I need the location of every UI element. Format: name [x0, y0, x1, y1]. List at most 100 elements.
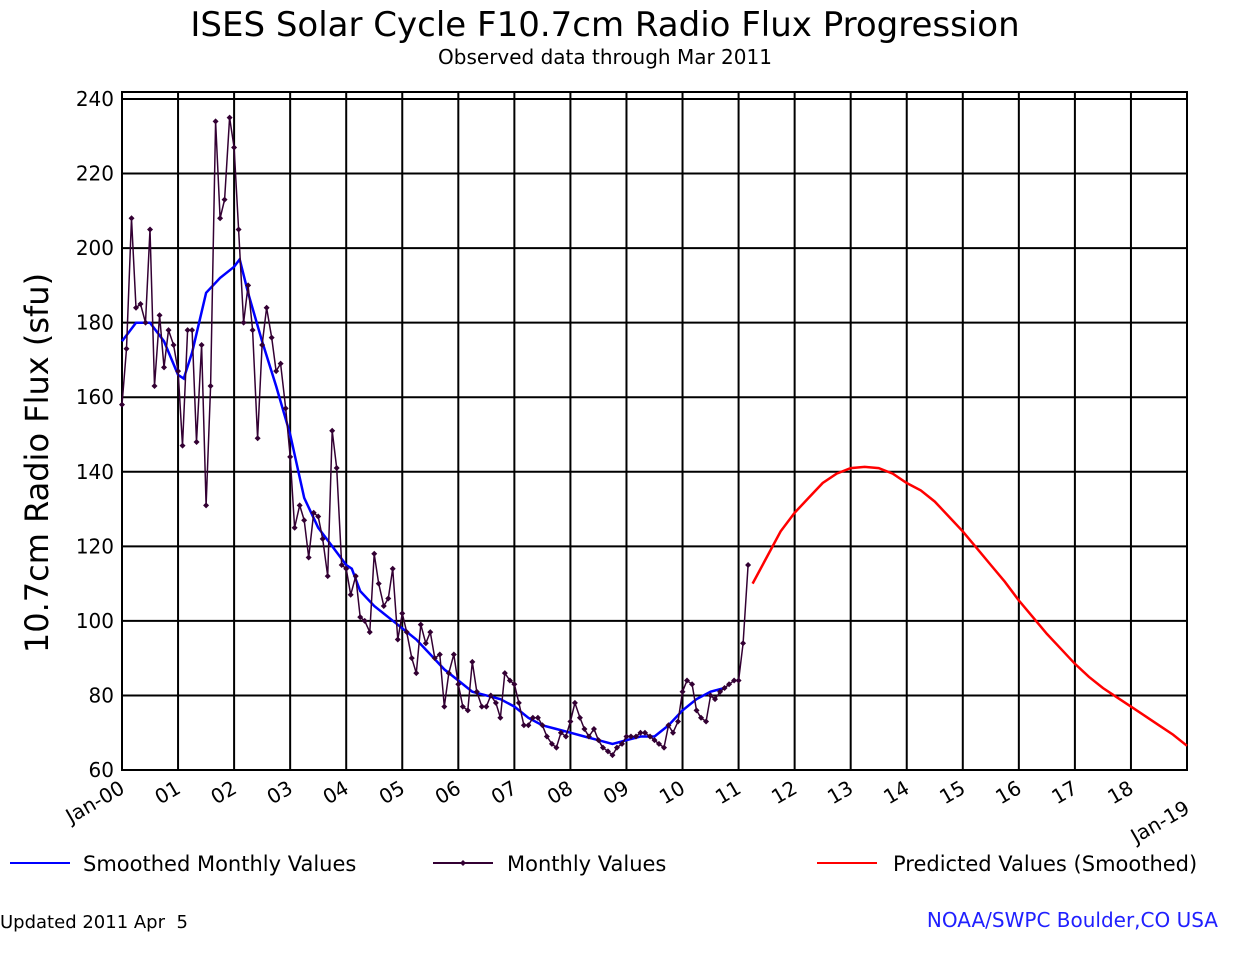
x-tick-label: 09 — [599, 776, 633, 810]
series-marker — [217, 215, 224, 222]
x-tick-label: 06 — [431, 776, 465, 810]
series-marker — [231, 144, 238, 151]
series-marker — [184, 327, 191, 334]
x-tick-label: 03 — [263, 776, 297, 810]
series-marker — [595, 737, 602, 744]
series-marker — [403, 629, 410, 636]
series-marker — [571, 699, 578, 706]
series-marker — [147, 226, 154, 233]
series-marker — [427, 629, 434, 636]
series-marker — [647, 733, 654, 740]
series-marker — [609, 752, 616, 759]
series-marker — [347, 591, 354, 598]
series-marker — [221, 196, 228, 203]
series-marker — [455, 681, 462, 688]
series-marker — [497, 714, 504, 721]
y-tick-label: 120 — [76, 534, 114, 558]
series-marker — [156, 312, 163, 319]
y-tick-label: 160 — [76, 385, 114, 409]
series-marker — [698, 714, 705, 721]
series-marker — [548, 740, 555, 747]
series-marker — [161, 364, 168, 371]
series-line — [751, 465, 1188, 747]
series-marker — [394, 636, 401, 643]
series-marker — [731, 677, 738, 684]
series-marker — [315, 513, 322, 520]
series-marker — [604, 748, 611, 755]
series-marker — [693, 707, 700, 714]
legend-marker — [460, 860, 466, 866]
series-marker — [655, 740, 662, 747]
series-marker — [170, 342, 177, 349]
series-marker — [422, 640, 429, 647]
series-marker — [459, 703, 466, 710]
series-marker — [296, 502, 303, 509]
y-axis-label: 10.7cm Radio Flux (sfu) — [18, 273, 56, 653]
series-marker — [590, 725, 597, 732]
series-marker — [469, 658, 476, 665]
series-marker — [413, 670, 420, 677]
series-marker — [128, 215, 135, 222]
x-tick-label: 14 — [879, 776, 913, 810]
series-marker — [245, 282, 252, 289]
series-marker — [679, 688, 686, 695]
y-tick-label: 180 — [76, 311, 114, 335]
series-marker — [385, 595, 392, 602]
x-tick-label: Jan-00 — [60, 776, 129, 830]
series-marker — [745, 561, 752, 568]
series-marker — [338, 561, 345, 568]
series-marker — [179, 442, 186, 449]
series-marker — [417, 621, 424, 628]
series-marker — [357, 614, 364, 621]
y-tick-label: 140 — [76, 460, 114, 484]
series-marker — [389, 565, 396, 572]
series-marker — [665, 722, 672, 729]
series-marker — [576, 714, 583, 721]
series-marker — [375, 580, 382, 587]
series-marker — [235, 226, 242, 233]
legend-label: Monthly Values — [507, 852, 666, 876]
x-tick-label: 04 — [319, 776, 353, 810]
chart-subtitle: Observed data through Mar 2011 — [438, 45, 772, 69]
series-marker — [515, 699, 522, 706]
series-marker — [371, 550, 378, 557]
series-marker — [329, 427, 336, 434]
series-marker — [562, 733, 569, 740]
series-marker — [361, 617, 368, 624]
y-tick-label: 200 — [76, 236, 114, 260]
series-marker — [487, 692, 494, 699]
series-marker — [712, 696, 719, 703]
series-marker — [661, 744, 668, 751]
y-tick-label: 100 — [76, 609, 114, 633]
series-marker — [721, 684, 728, 691]
series-marker — [408, 655, 415, 662]
series-marker — [343, 565, 350, 572]
credit: NOAA/SWPC Boulder,CO USA — [927, 908, 1218, 932]
chart-title: ISES Solar Cycle F10.7cm Radio Flux Prog… — [190, 5, 1019, 45]
series-marker — [539, 722, 546, 729]
x-tick-label: 17 — [1047, 776, 1081, 810]
x-tick-label: 01 — [151, 776, 185, 810]
series-marker — [203, 502, 210, 509]
y-tick-label: 220 — [76, 162, 114, 186]
series-marker — [310, 509, 317, 516]
series-marker — [175, 368, 182, 375]
series-marker — [707, 692, 714, 699]
series-marker — [703, 718, 710, 725]
series-marker — [445, 670, 452, 677]
series-marker — [689, 681, 696, 688]
legend-label: Smoothed Monthly Values — [83, 852, 356, 876]
series-marker — [249, 327, 256, 334]
series-marker — [618, 740, 625, 747]
series-marker — [511, 681, 518, 688]
x-tick-label: 16 — [991, 776, 1025, 810]
series-marker — [207, 383, 214, 390]
series-marker — [581, 725, 588, 732]
series-marker — [277, 360, 284, 367]
series-marker — [133, 304, 140, 311]
series-marker — [735, 677, 742, 684]
series-marker — [492, 699, 499, 706]
x-tick-label: Jan-19 — [1125, 796, 1194, 850]
y-tick-label: 80 — [89, 683, 114, 707]
